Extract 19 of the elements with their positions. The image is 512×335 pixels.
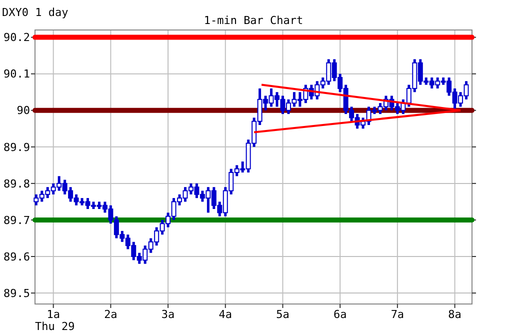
y-tick-label: 90.1 xyxy=(4,68,30,81)
x-tick-label: 1a xyxy=(46,308,60,321)
text: Thu 29 xyxy=(35,320,75,333)
x-tick-label: 4a xyxy=(218,308,232,321)
y-tick-label: 89.7 xyxy=(4,214,30,227)
x-tick-label: 2a xyxy=(104,308,118,321)
y-tick-label: 89.5 xyxy=(4,286,30,300)
x-tick-label: 8a xyxy=(448,308,462,321)
y-tick-label: 89.9 xyxy=(4,140,30,154)
y-tick-label: 89.6 xyxy=(4,250,30,264)
y-tick-label: 90.2 xyxy=(4,31,30,44)
chart-title: 1-min Bar Chart xyxy=(204,14,304,27)
x-tick-label: 5a xyxy=(276,308,290,321)
chart-subtitle: DXY0 1 day xyxy=(2,6,69,19)
x-tick-label: 3a xyxy=(161,308,175,321)
x-tick-label: 7a xyxy=(390,308,404,321)
y-tick-label: 90 xyxy=(16,104,30,118)
x-tick-label: 6a xyxy=(333,308,347,321)
y-tick-label: 89.8 xyxy=(4,177,30,190)
